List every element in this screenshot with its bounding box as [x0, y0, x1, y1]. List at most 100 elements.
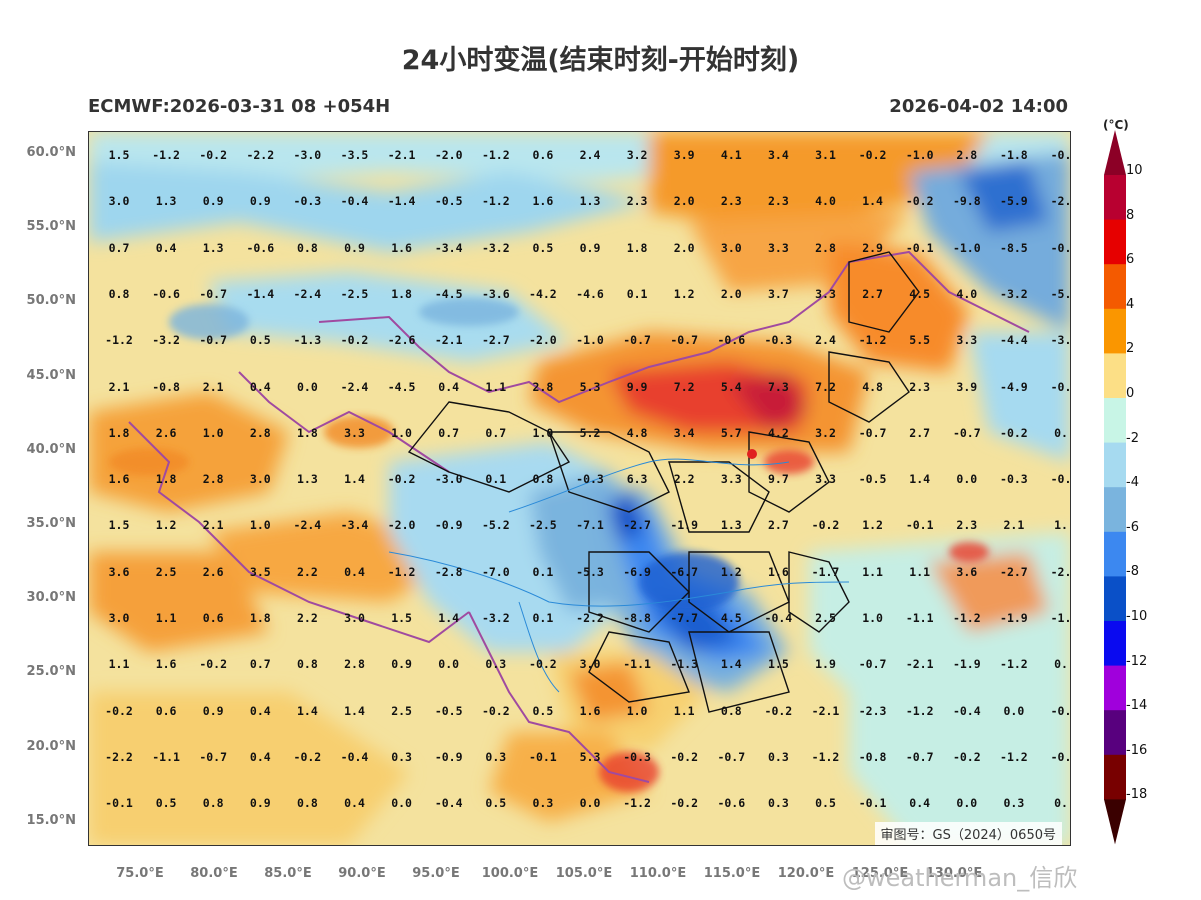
lon-tick-label: 130.0°E — [925, 866, 983, 881]
lat-tick-label: 45.0°N — [26, 367, 76, 383]
grid-value: -4.9 — [1000, 379, 1028, 394]
grid-value: 0.0 — [956, 796, 978, 811]
grid-value: 1.0 — [391, 425, 412, 440]
colorbar-tick-label: -16 — [1126, 742, 1148, 758]
grid-value: -1.2 — [858, 333, 887, 348]
grid-value: 2.2 — [297, 564, 318, 579]
grid-value: -0. — [1050, 148, 1071, 162]
grid-value: -0.7 — [858, 657, 887, 672]
colorbar-tick-label: -10 — [1126, 609, 1148, 624]
colorbar-segment — [1104, 398, 1126, 444]
chart-title: 24小时变温(结束时刻-开始时刻) — [401, 45, 800, 76]
grid-value: -0.4 — [434, 796, 463, 811]
grid-value: 5.2 — [579, 425, 601, 440]
grid-value: -0.2 — [293, 749, 322, 764]
grid-value: -0.3 — [764, 333, 793, 348]
grid-value: 2.0 — [720, 286, 742, 301]
grid-value: -0.3 — [623, 749, 651, 764]
grid-value: 2.8 — [249, 425, 271, 440]
grid-value: 0.0 — [579, 796, 601, 811]
grid-value: -2.2 — [576, 611, 604, 625]
grid-value: -0.1 — [858, 796, 887, 811]
grid-value: -2.6 — [387, 333, 416, 348]
grid-value: 2.0 — [673, 194, 695, 209]
grid-value: 1.8 — [626, 240, 648, 255]
grid-value: 0.9 — [202, 194, 224, 209]
grid-value: -0.6 — [717, 333, 746, 348]
colorbar-segment — [1104, 264, 1126, 310]
grid-value: 3.6 — [956, 564, 978, 579]
grid-value: -0.1 — [529, 749, 557, 764]
colorbar-segment — [1104, 487, 1126, 533]
grid-value: 2.7 — [768, 518, 789, 533]
grid-value: -3.4 — [434, 240, 463, 255]
map-shading — [89, 132, 1070, 845]
grid-value: 1.6 — [532, 194, 554, 209]
grid-value: 0.5 — [249, 333, 271, 348]
colorbar-segment — [1104, 442, 1126, 488]
grid-value: 3.0 — [249, 472, 271, 487]
grid-value: -0.2 — [340, 333, 369, 348]
grid-value: 2.5 — [155, 564, 177, 579]
grid-value: -0.7 — [199, 286, 228, 301]
province-borders — [407, 251, 920, 713]
grid-value: 0.5 — [155, 796, 177, 811]
grid-value: 0.8 — [297, 240, 318, 255]
grid-value: -4.2 — [529, 286, 557, 301]
grid-value: 1.3 — [720, 518, 742, 533]
colorbar-unit: (°C) — [1103, 118, 1129, 132]
lat-tick-label: 60.0°N — [26, 145, 76, 160]
lat-tick-label: 55.0°N — [26, 219, 76, 235]
colorbar-segment — [1104, 219, 1126, 265]
grid-value: 2.8 — [815, 240, 836, 255]
grid-value: 1.1 — [155, 611, 177, 625]
grid-value: 1.5 — [768, 657, 789, 672]
grid-value: -1.2 — [952, 611, 981, 625]
grid-value: 0.4 — [344, 564, 365, 579]
lat-tick-label: 30.0°N — [26, 590, 76, 606]
lon-tick-label: 95.0°E — [412, 866, 460, 881]
grid-value: -0.9 — [434, 749, 463, 764]
grid-value: 2.2 — [297, 611, 318, 625]
grid-value: 1.4 — [862, 194, 883, 209]
grid-value: 1.4 — [438, 611, 460, 625]
grid-value: -1.2 — [1000, 749, 1028, 764]
grid-value: -3.2 — [152, 333, 180, 348]
grid-value: -0.7 — [199, 749, 228, 764]
grid-value: -2.1 — [811, 703, 840, 718]
grid-value: 0.9 — [579, 240, 601, 255]
grid-value: -3. — [1050, 333, 1071, 348]
grid-value: 0.9 — [249, 194, 271, 209]
grid-value: 3.1 — [815, 148, 836, 162]
grid-value: -2. — [1050, 194, 1071, 209]
grid-value: 1.6 — [768, 564, 789, 579]
lat-tick-label: 25.0°N — [26, 664, 76, 680]
grid-value: 1.2 — [155, 518, 177, 533]
grid-value: -2.0 — [529, 333, 557, 348]
grid-value: 2.9 — [862, 240, 883, 255]
rivers — [388, 458, 850, 693]
grid-value: 4.5 — [909, 286, 931, 301]
grid-value: 4.5 — [720, 611, 742, 625]
watermark: @weatherman_信欣 — [842, 864, 1078, 892]
grid-value: -6.7 — [670, 564, 699, 579]
grid-value: -2.7 — [623, 518, 651, 533]
grid-value: 0.3 — [532, 796, 554, 811]
grid-value: -1.0 — [952, 240, 981, 255]
grid-value: -0.7 — [623, 333, 651, 348]
grid-value: -0.2 — [858, 148, 887, 162]
colorbar — [1104, 130, 1126, 845]
grid-value: 1.3 — [202, 240, 224, 255]
grid-value: -0.2 — [905, 194, 934, 209]
grid-value: 1.8 — [297, 425, 318, 440]
grid-value: -0.4 — [764, 611, 793, 625]
grid-value: 0. — [1054, 796, 1068, 811]
grid-value: 1.6 — [108, 472, 130, 487]
colorbar-segment — [1104, 531, 1126, 577]
grid-value: 2.1 — [1003, 518, 1025, 533]
grid-value: -1.9 — [1000, 611, 1028, 625]
grid-value: -8.5 — [1000, 240, 1028, 255]
grid-value: 3.9 — [956, 379, 978, 394]
grid-value: -1.7 — [811, 564, 840, 579]
grid-value: -2.1 — [434, 333, 463, 348]
